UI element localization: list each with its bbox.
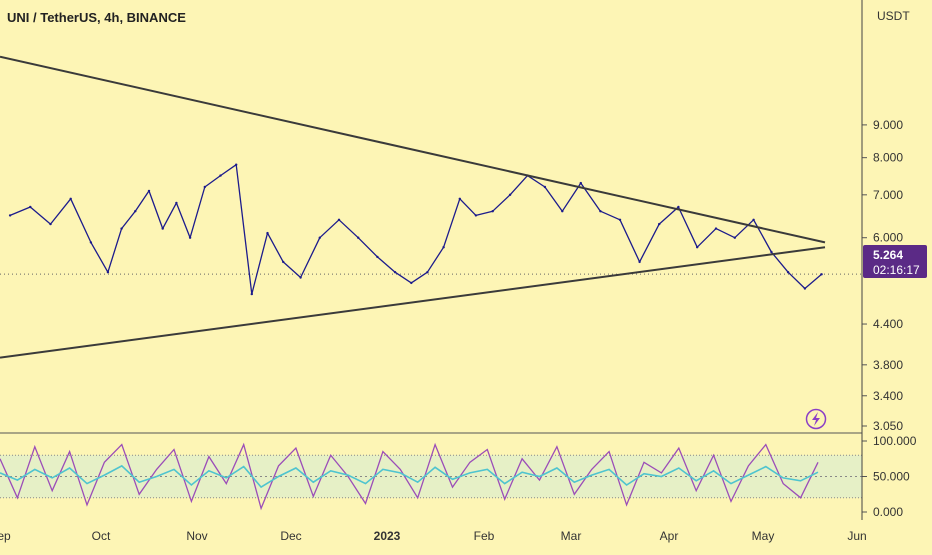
oscillator-d-line (0, 464, 819, 489)
price-point (393, 271, 397, 274)
time-tick-label: Apr (660, 529, 679, 543)
price-point (696, 246, 699, 249)
price-tick-label: 3.400 (873, 389, 903, 403)
price-tick-label: 9.000 (873, 118, 903, 132)
oscillator-k-line (0, 442, 819, 511)
price-point (120, 227, 123, 230)
price-point (803, 287, 807, 290)
lower-trendline[interactable] (0, 246, 826, 359)
price-point (677, 205, 680, 209)
price-point (561, 210, 564, 213)
price-point (250, 292, 253, 296)
price-point (786, 271, 790, 274)
currency-label: USDT (877, 9, 910, 23)
time-tick-label: Sep (0, 529, 11, 543)
price-point (491, 210, 494, 213)
price-point (442, 246, 445, 249)
price-point (820, 273, 823, 276)
price-point (235, 163, 238, 166)
price-tick-label: 4.400 (873, 317, 903, 331)
chart-title: UNI / TetherUS, 4h, BINANCE (7, 10, 186, 25)
price-point (337, 218, 341, 221)
price-point (318, 236, 321, 239)
price-tick-label: 8.000 (873, 151, 903, 165)
price-point (203, 185, 206, 189)
price-point (134, 210, 137, 213)
price-tick-label: 7.000 (873, 188, 903, 202)
time-tick-label: Nov (186, 529, 207, 543)
price-point (426, 271, 429, 274)
oscillator-tick-label: 100.000 (873, 434, 917, 448)
price-point (618, 218, 622, 221)
last-price-box (863, 245, 927, 278)
price-point (49, 222, 52, 226)
price-point (410, 281, 413, 285)
price-point (579, 181, 582, 185)
price-point (219, 174, 222, 177)
price-point (69, 197, 72, 200)
price-point (474, 214, 478, 217)
price-point (106, 271, 110, 274)
oscillator-pane[interactable] (0, 442, 862, 511)
price-point (161, 227, 164, 230)
price-tick-label: 6.000 (873, 231, 903, 245)
price-point (733, 236, 736, 239)
lightning-icon[interactable] (805, 408, 827, 430)
time-axis[interactable]: Sep Oct Nov Dec 2023 Feb Mar Apr May Jun (0, 529, 867, 543)
oscillator-tick-label: 0.000 (873, 505, 903, 519)
price-point (188, 236, 192, 239)
price-series-line (9, 164, 823, 295)
price-point (147, 189, 151, 193)
price-point (266, 231, 269, 235)
time-tick-label: Oct (92, 529, 111, 543)
time-tick-label: Mar (561, 529, 582, 543)
upper-trendline[interactable] (0, 55, 826, 244)
price-point (8, 214, 12, 217)
price-point (752, 218, 755, 221)
last-price-countdown: 02:16:17 (873, 263, 920, 277)
price-point (458, 197, 461, 200)
price-point (508, 193, 512, 196)
price-tick-label: 3.050 (873, 419, 903, 433)
time-tick-label: May (752, 529, 775, 543)
price-point (175, 201, 178, 205)
main-price-pane[interactable] (0, 55, 862, 359)
price-point (357, 236, 360, 239)
price-tick-label: 3.800 (873, 358, 903, 372)
time-tick-label: Jun (847, 529, 866, 543)
last-price-label[interactable]: 5.264 02:16:17 (863, 245, 927, 278)
price-point (29, 205, 32, 209)
time-tick-label: 2023 (374, 529, 401, 543)
price-point (638, 260, 641, 264)
price-point (658, 222, 661, 226)
price-point (770, 250, 773, 254)
price-point (714, 227, 718, 230)
last-price-value: 5.264 (873, 248, 903, 262)
oscillator-tick-label: 50.000 (873, 470, 910, 484)
price-point (282, 260, 285, 264)
price-point (89, 241, 93, 244)
price-axis[interactable]: 9.000 8.000 7.000 6.000 4.400 3.800 3.400 3.050… (862, 118, 917, 519)
time-tick-label: Feb (474, 529, 495, 543)
price-point (543, 185, 547, 189)
time-tick-label: Dec (280, 529, 301, 543)
price-point (376, 255, 379, 259)
price-point (599, 210, 602, 213)
price-point (299, 276, 302, 279)
